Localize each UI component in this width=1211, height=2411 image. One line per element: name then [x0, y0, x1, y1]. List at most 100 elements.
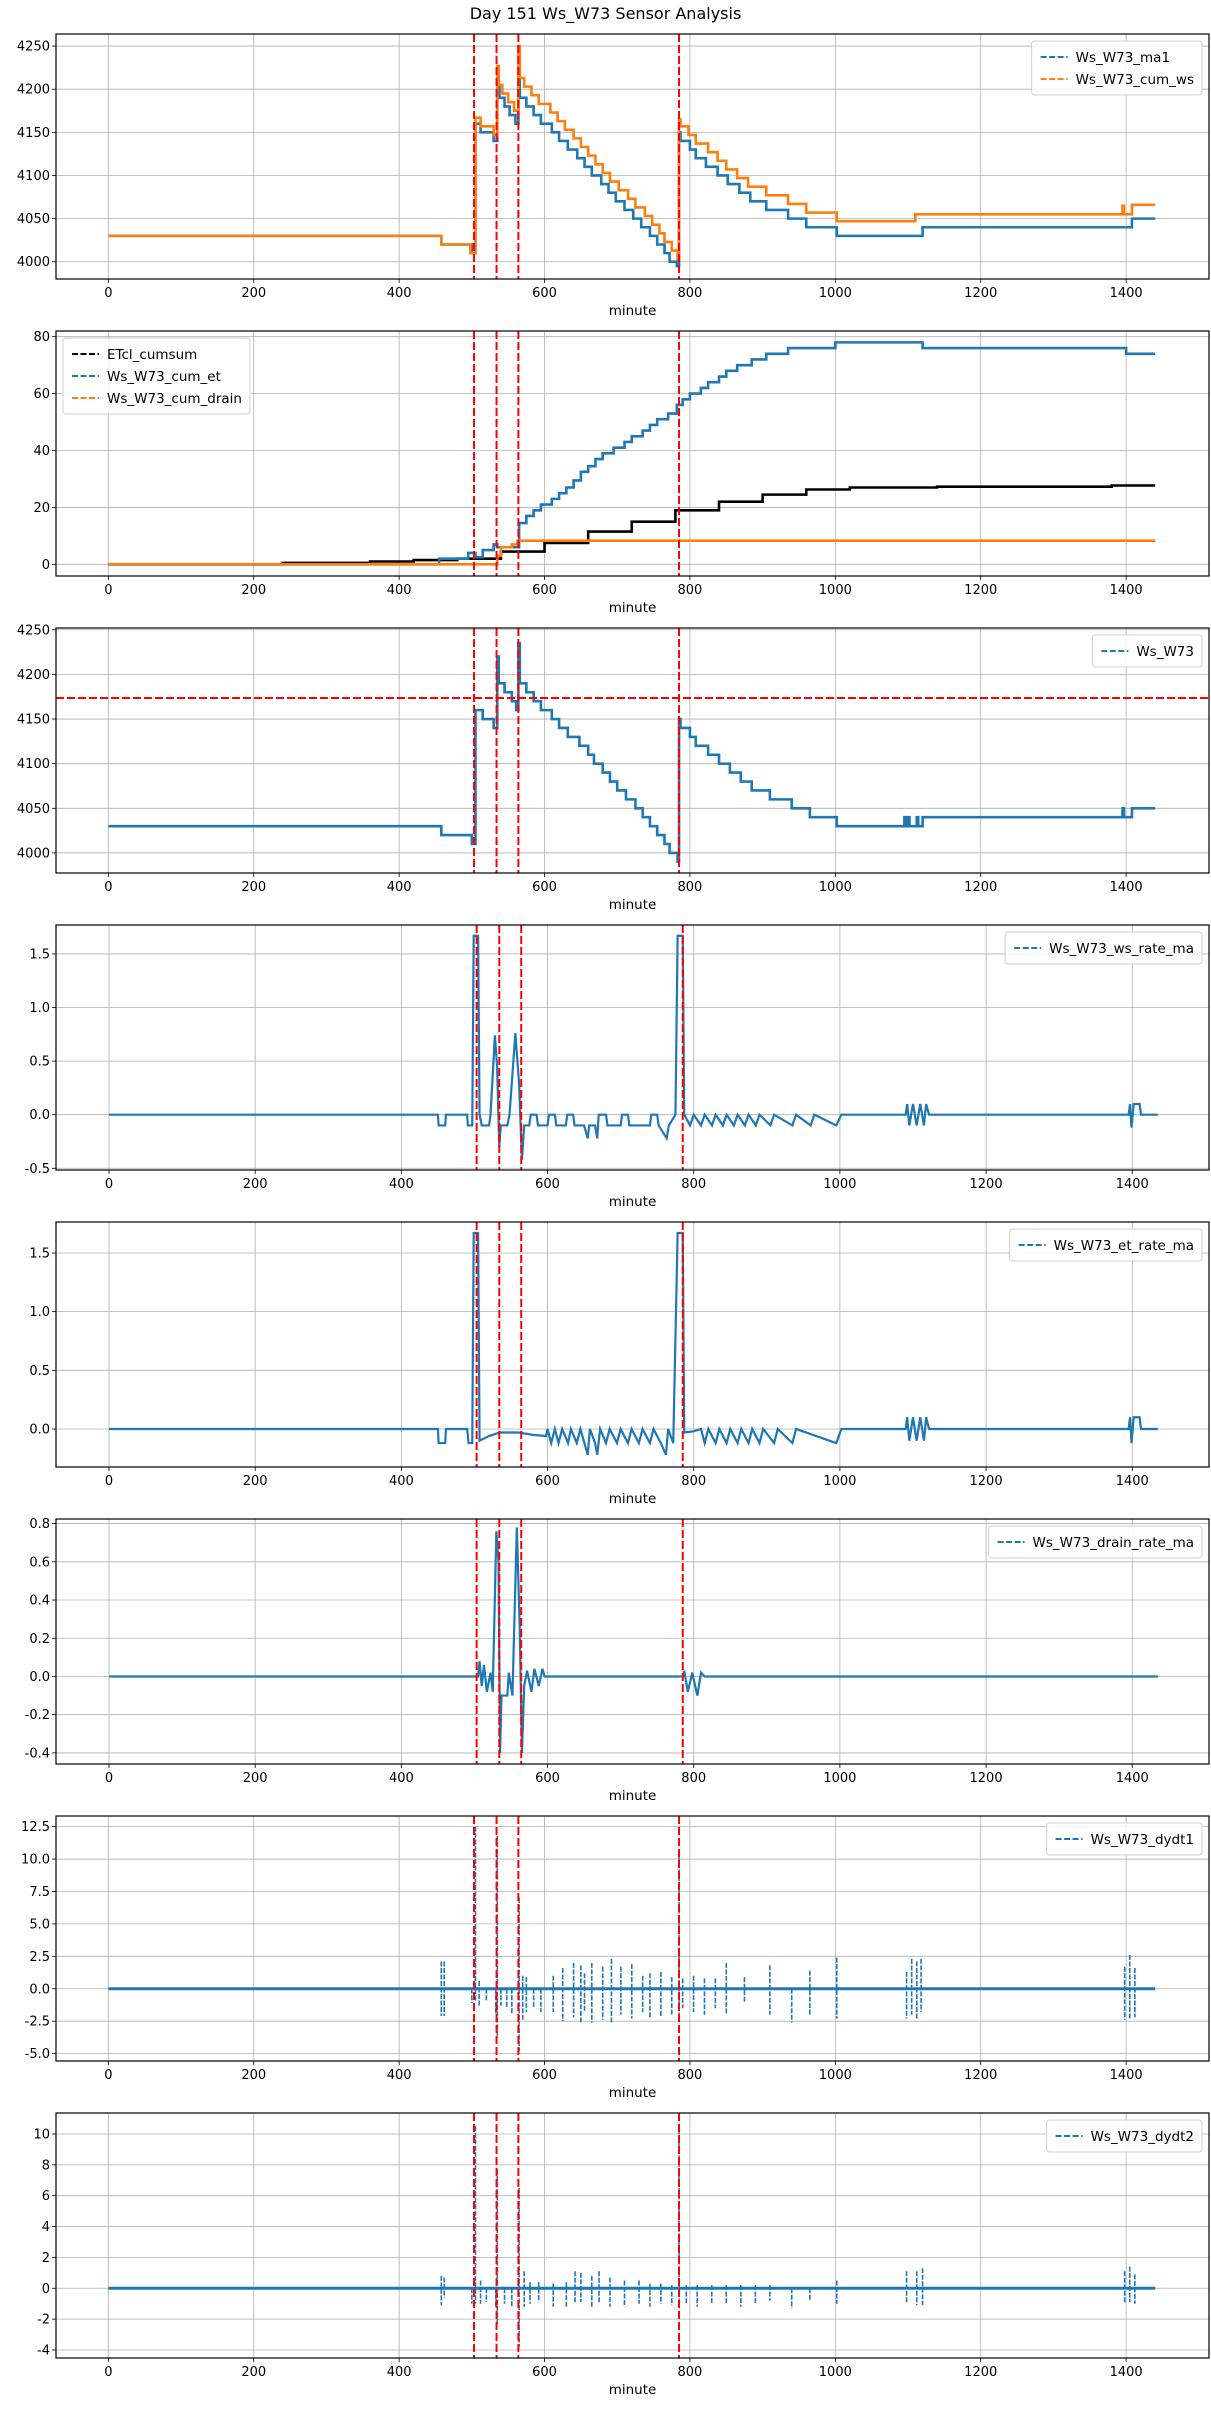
x-axis-label: minute: [609, 600, 657, 616]
x-tick-label: 600: [535, 1177, 560, 1192]
legend: Ws_W73_ma1 Ws_W73_cum_ws: [1031, 40, 1203, 96]
x-tick-label: 400: [389, 1177, 414, 1192]
legend-box: [1046, 2119, 1203, 2153]
x-tick-label: 200: [241, 2068, 266, 2083]
y-tick-label: 4250: [17, 623, 50, 638]
y-tick-label: 4050: [17, 802, 50, 817]
x-tick-label: 600: [535, 1474, 560, 1489]
legend-label: ETcl_cumsum: [107, 347, 197, 363]
axes-frame: [55, 33, 1210, 280]
x-tick-label: 1200: [970, 1771, 1003, 1786]
axes-frame: [55, 1815, 1210, 2062]
y-tick-label: 0.0: [29, 1108, 50, 1123]
x-tick-label: 600: [532, 286, 557, 301]
x-tick-label: 400: [389, 1474, 414, 1489]
x-tick-label: 200: [241, 880, 266, 895]
x-tick-label: 600: [532, 2068, 557, 2083]
x-tick-label: 1400: [1116, 1771, 1149, 1786]
y-tick-label: 0: [42, 2282, 50, 2297]
legend-box: [1004, 931, 1203, 965]
legend-box: [1031, 40, 1203, 96]
x-tick-label: 1000: [819, 286, 852, 301]
y-tick-label: -4: [37, 2343, 50, 2358]
x-tick-label: 200: [243, 1177, 268, 1192]
y-tick-label: -2: [37, 2313, 50, 2328]
legend: ETcl_cumsum Ws_W73_cum_et Ws_W73_cum_drain: [62, 337, 251, 415]
series-line-Ws_W73_ma1: [108, 74, 1156, 268]
x-tick-label: 200: [241, 286, 266, 301]
y-tick-label: 0.0: [29, 1670, 50, 1685]
x-tick-label: 0: [105, 1177, 113, 1192]
axes-frame: [55, 627, 1210, 874]
y-tick-label: 40: [33, 444, 50, 459]
y-tick-label: 0.0: [29, 1422, 50, 1437]
axes-frame: [55, 1221, 1210, 1468]
x-tick-label: 1000: [823, 1177, 856, 1192]
x-tick-label: 400: [387, 2068, 412, 2083]
x-tick-label: 1400: [1110, 2068, 1143, 2083]
panel-5: 0 200 400 600 800 1000 1200 1400 0.0 0.5 1.0 1.5 min…: [29, 1221, 1210, 1507]
y-tick-label: 2: [42, 2251, 50, 2266]
y-tick-label: 0.0: [29, 1982, 50, 1997]
x-tick-label: 400: [389, 1771, 414, 1786]
panel-3: 0 200 400 600 800 1000 1200 1400 4000 4050 4100 415…: [17, 623, 1210, 913]
y-tick-label: 0.5: [29, 1055, 50, 1070]
x-tick-label: 800: [678, 286, 703, 301]
y-tick-label: 4200: [17, 668, 50, 683]
figure-title: Day 151 Ws_W73 Sensor Analysis: [469, 4, 742, 23]
y-tick-label: 12.5: [21, 1820, 50, 1835]
axes-frame: [55, 924, 1210, 1171]
y-tick-label: -5.0: [25, 2047, 50, 2062]
y-tick-label: 4250: [17, 40, 50, 55]
y-tick-label: 0.6: [29, 1555, 50, 1570]
y-tick-label: 4050: [17, 212, 50, 227]
y-tick-label: 2.5: [29, 1950, 50, 1965]
x-tick-label: 0: [104, 286, 112, 301]
y-tick-label: 0: [42, 558, 50, 573]
legend: Ws_W73: [1091, 634, 1203, 668]
legend-label: Ws_W73_cum_et: [107, 369, 221, 385]
series-line-ETcl_cumsum: [108, 484, 1156, 566]
y-tick-label: 80: [33, 330, 50, 345]
legend: Ws_W73_et_rate_ma: [1009, 1228, 1203, 1262]
panel-2: 0 200 400 600 800 1000 1200 1400 0 20 40 60 80 minute…: [33, 330, 1210, 616]
x-tick-label: 1400: [1110, 286, 1143, 301]
y-tick-label: 4000: [17, 846, 50, 861]
x-tick-label: 800: [678, 2365, 703, 2380]
x-tick-label: 0: [104, 583, 112, 598]
y-tick-label: 60: [33, 387, 50, 402]
panel-4: 0 200 400 600 800 1000 1200 1400 -0.5 0.0 0.5 1.0 1.…: [25, 924, 1210, 1210]
x-axis-label: minute: [609, 2382, 657, 2398]
legend-label: Ws_W73_cum_ws: [1076, 72, 1194, 88]
x-tick-label: 200: [241, 2365, 266, 2380]
x-tick-label: 1000: [819, 2068, 852, 2083]
y-tick-label: -0.4: [25, 1746, 50, 1761]
y-tick-label: 4100: [17, 757, 50, 772]
y-tick-label: -0.2: [25, 1708, 50, 1723]
series-line-Ws_W73_cum_drain: [108, 539, 1156, 566]
legend-label: Ws_W73_dydt2: [1091, 2129, 1194, 2145]
x-tick-label: 600: [532, 880, 557, 895]
x-tick-label: 1000: [819, 583, 852, 598]
y-tick-label: 1.0: [29, 1001, 50, 1016]
y-tick-label: 0.2: [29, 1632, 50, 1647]
x-axis-label: minute: [609, 303, 657, 319]
y-tick-label: 4150: [17, 126, 50, 141]
legend: Ws_W73_drain_rate_ma: [988, 1525, 1203, 1559]
x-tick-label: 1200: [970, 1177, 1003, 1192]
legend-label: Ws_W73_ma1: [1076, 50, 1170, 66]
x-tick-label: 1400: [1110, 2365, 1143, 2380]
panel-8: 0 200 400 600 800 1000 1200 1400 -4 -2 0 2 4 6 8 10 minu…: [33, 2112, 1210, 2398]
x-tick-label: 200: [241, 583, 266, 598]
x-tick-label: 800: [681, 1771, 706, 1786]
y-tick-label: 10: [33, 2127, 50, 2142]
legend-label: Ws_W73_et_rate_ma: [1054, 1238, 1194, 1254]
y-tick-label: -0.5: [25, 1162, 50, 1177]
plot-area: [108, 1816, 1156, 2061]
x-tick-label: 1400: [1110, 583, 1143, 598]
legend-label: Ws_W73_ws_rate_ma: [1049, 941, 1194, 957]
legend: Ws_W73_dydt2: [1046, 2119, 1203, 2153]
x-tick-label: 1200: [964, 880, 997, 895]
x-tick-label: 1400: [1116, 1474, 1149, 1489]
